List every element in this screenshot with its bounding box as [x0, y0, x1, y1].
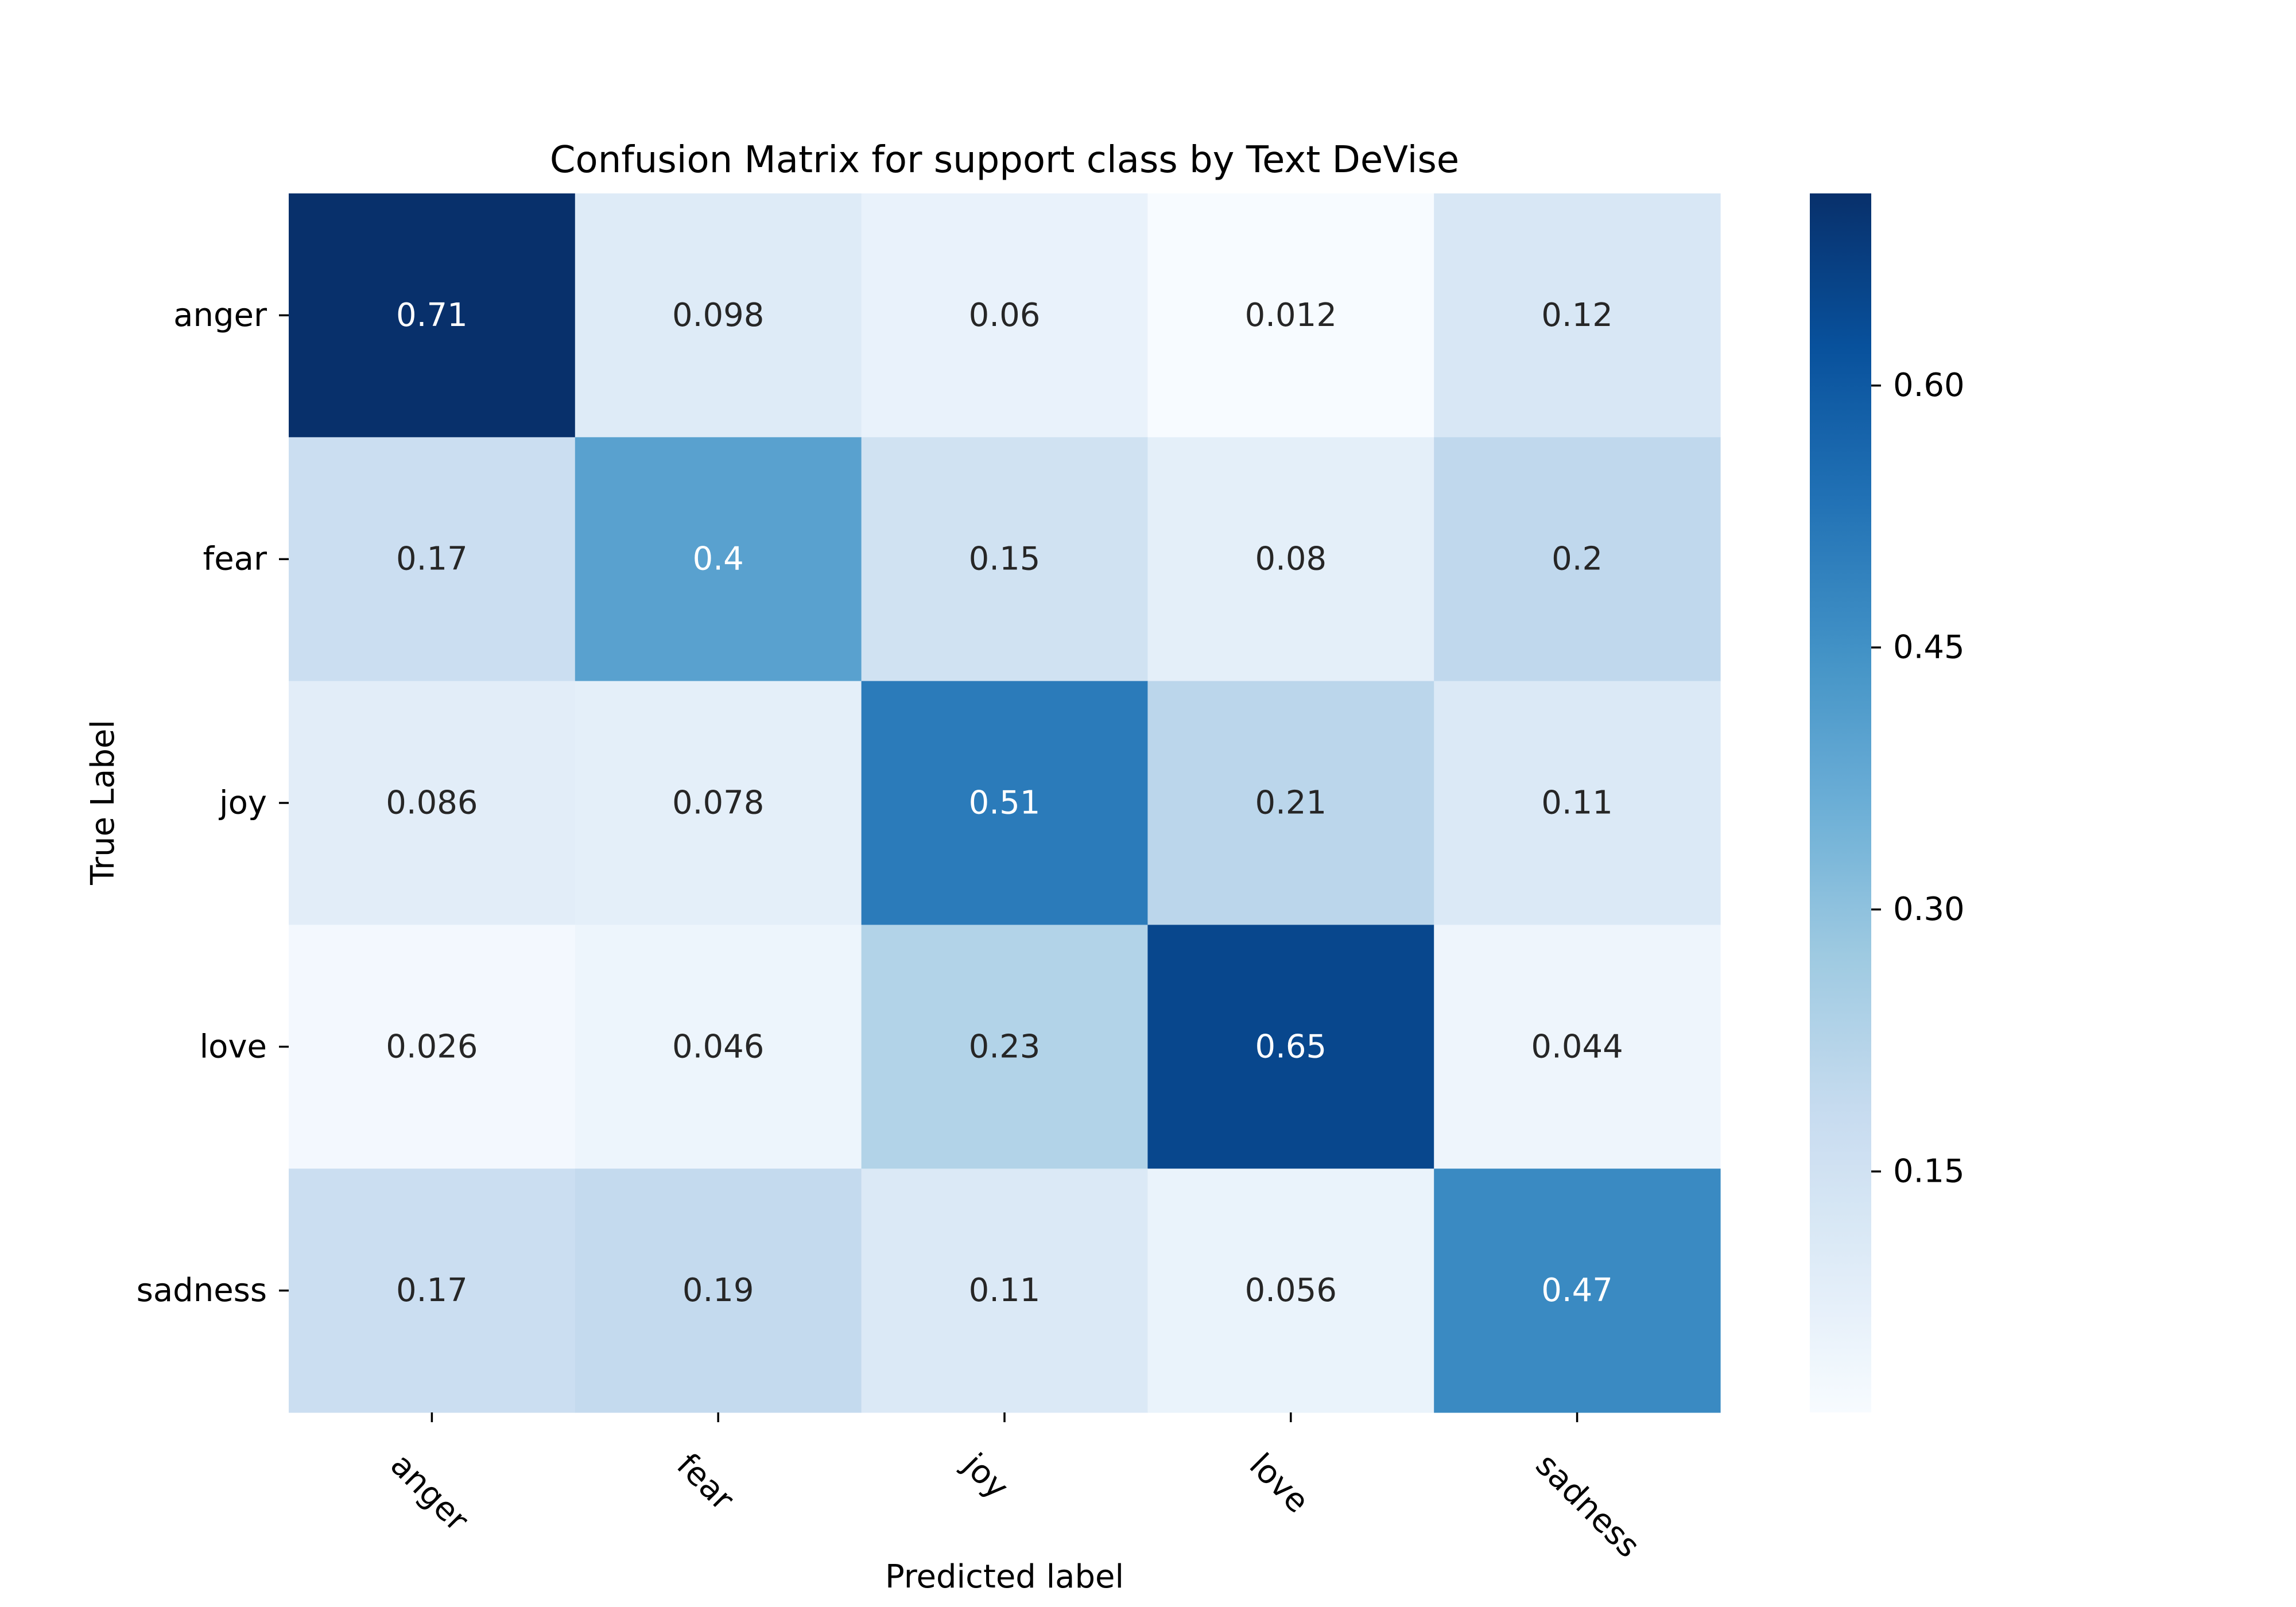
- cell-value-label: 0.4: [693, 541, 744, 578]
- cell-value-label: 0.17: [396, 1272, 468, 1309]
- heatmap-cell: [575, 681, 862, 925]
- heatmap-cell: [289, 1169, 576, 1413]
- heatmap-cell: [861, 437, 1148, 682]
- heatmap-cell: [861, 681, 1148, 925]
- heatmap-cell: [1434, 193, 1721, 438]
- heatmap-cell: [1147, 437, 1434, 682]
- cell-value-label: 0.19: [682, 1272, 754, 1309]
- cell-value-label: 0.12: [1541, 297, 1613, 334]
- cell-value-label: 0.65: [1255, 1028, 1327, 1065]
- cell-value-label: 0.026: [386, 1028, 478, 1065]
- cell-value-label: 0.11: [969, 1272, 1041, 1309]
- cell-value-label: 0.23: [969, 1028, 1041, 1065]
- cell-value-label: 0.078: [672, 785, 764, 822]
- cell-value-label: 0.47: [1541, 1272, 1613, 1309]
- y-axis-label: True Label: [84, 720, 122, 886]
- heatmap-cell: [289, 925, 576, 1169]
- heatmap-cell: [1147, 193, 1434, 438]
- heatmap-cell: [1434, 681, 1721, 925]
- cell-value-label: 0.046: [672, 1028, 764, 1065]
- colorbar-tick-label: 0.60: [1893, 367, 1965, 404]
- cell-value-label: 0.044: [1531, 1028, 1623, 1065]
- colorbar-tick-label: 0.45: [1893, 629, 1965, 666]
- cell-value-label: 0.2: [1552, 541, 1603, 578]
- x-axis-label: Predicted label: [885, 1558, 1124, 1596]
- heatmap-cell: [1147, 681, 1434, 925]
- chart-title: Confusion Matrix for support class by Te…: [550, 139, 1459, 181]
- cell-value-label: 0.17: [396, 541, 468, 578]
- y-tick-label: love: [200, 1028, 267, 1065]
- cell-value-label: 0.086: [386, 785, 478, 822]
- y-tick-label: anger: [173, 297, 267, 334]
- heatmap-cell: [1147, 925, 1434, 1169]
- heatmap-cell: [575, 437, 862, 682]
- heatmap-cell: [289, 193, 576, 438]
- heatmap-cell: [289, 437, 576, 682]
- cell-value-label: 0.71: [396, 297, 468, 334]
- y-tick-label: sadness: [137, 1272, 267, 1309]
- colorbar: 0.15 0.30 0.45 0.60: [1810, 193, 1965, 1412]
- heatmap-cell: [1147, 1169, 1434, 1413]
- cell-value-label: 0.012: [1245, 297, 1337, 334]
- heatmap-cells: [289, 193, 1721, 1413]
- cell-value-label: 0.15: [969, 541, 1041, 578]
- heatmap-cell: [1434, 1169, 1721, 1413]
- colorbar-gradient-bar: [1810, 193, 1871, 1412]
- heatmap-cell: [575, 1169, 862, 1413]
- cell-value-label: 0.06: [969, 297, 1041, 334]
- y-tick-label: fear: [203, 541, 267, 578]
- cell-value-label: 0.056: [1245, 1272, 1337, 1309]
- heatmap-cell: [861, 925, 1148, 1169]
- colorbar-tick-label: 0.30: [1893, 891, 1965, 928]
- heatmap-cell: [575, 193, 862, 438]
- cell-value-label: 0.21: [1255, 785, 1327, 822]
- heatmap-cell: [289, 681, 576, 925]
- cell-value-label: 0.11: [1541, 785, 1613, 822]
- cell-value-label: 0.51: [969, 785, 1041, 822]
- cell-value-label: 0.098: [672, 297, 764, 334]
- heatmap-cell-labels: 0.71 0.098 0.06 0.012 0.12 0.17 0.4 0.15 0.08 0.2…: [386, 297, 1623, 1309]
- y-tick-label: joy: [218, 785, 267, 822]
- heatmap-cell: [575, 925, 862, 1169]
- heatmap-cell: [861, 193, 1148, 438]
- heatmap-cell: [1434, 925, 1721, 1169]
- heatmap-cell: [1434, 437, 1721, 682]
- colorbar-tick-label: 0.15: [1893, 1153, 1965, 1190]
- cell-value-label: 0.08: [1255, 541, 1327, 578]
- y-axis: anger fear joy love sadness: [137, 297, 289, 1309]
- heatmap-cell: [861, 1169, 1148, 1413]
